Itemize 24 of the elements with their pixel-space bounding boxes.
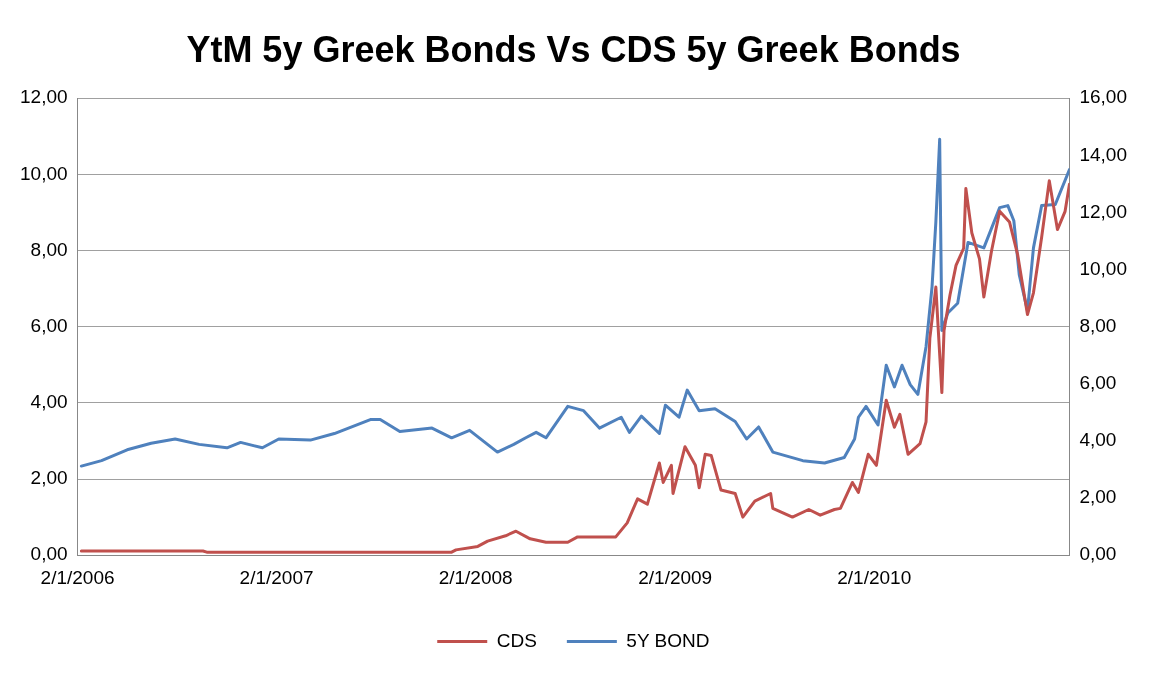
x-tick-label: 2/1/2010 — [837, 566, 912, 588]
y2-tick-label: 8,00 — [1079, 314, 1117, 336]
y2-tick-label: 2,00 — [1079, 486, 1117, 508]
y2-tick-label: 10,00 — [1079, 257, 1127, 279]
x-tick-label: 2/1/2008 — [438, 566, 513, 588]
y-tick-label: 8,00 — [30, 238, 68, 260]
y-tick-label: 4,00 — [30, 391, 68, 413]
x-tick-label: 2/1/2007 — [239, 566, 314, 588]
y-tick-label: 2,00 — [30, 467, 68, 489]
y2-tick-label: 16,00 — [1079, 86, 1127, 108]
y-tick-label: 10,00 — [20, 162, 68, 184]
chart-title: YtM 5y Greek Bonds Vs CDS 5y Greek Bonds — [186, 28, 961, 70]
y2-tick-label: 12,00 — [1079, 200, 1127, 222]
y2-tick-label: 4,00 — [1079, 429, 1117, 451]
x-tick-label: 2/1/2006 — [40, 566, 115, 588]
x-tick-label: 2/1/2009 — [638, 566, 713, 588]
legend-label: 5Y BOND — [626, 629, 710, 651]
y-tick-label: 6,00 — [30, 314, 68, 336]
y-tick-label: 12,00 — [20, 86, 68, 108]
y2-tick-label: 14,00 — [1079, 143, 1127, 165]
legend-label: CDS — [496, 629, 537, 651]
y2-tick-label: 0,00 — [1079, 543, 1117, 565]
y-tick-label: 0,00 — [30, 543, 68, 565]
y2-tick-label: 6,00 — [1079, 372, 1117, 394]
